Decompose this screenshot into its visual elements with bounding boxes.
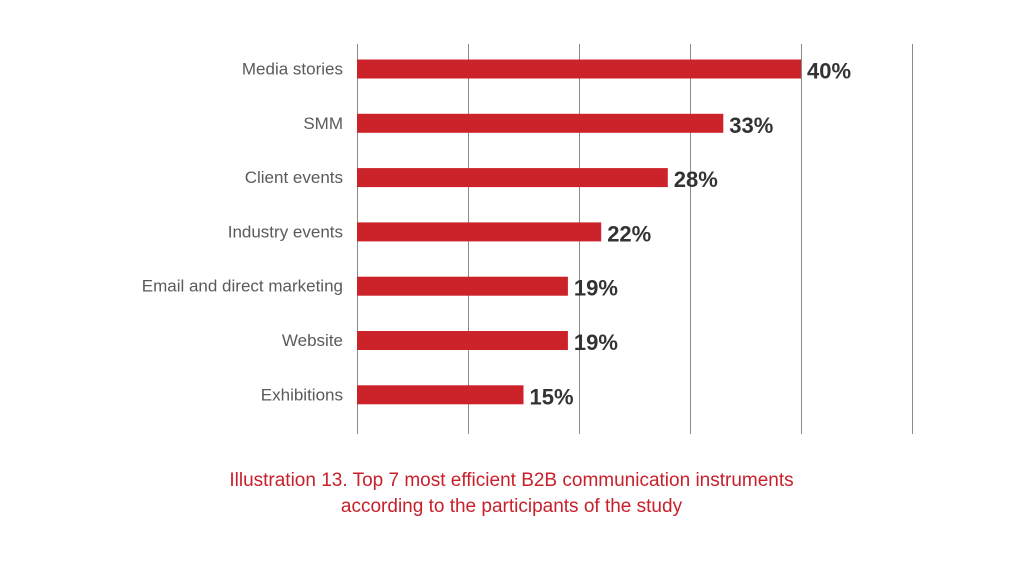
category-label: Industry events [228, 222, 343, 241]
category-label: Exhibitions [261, 385, 343, 404]
bar-chart: Media stories SMM Client events Industry ev… [142, 44, 913, 434]
value-label: 40% [807, 59, 851, 84]
bar [357, 168, 668, 188]
caption-line-1: Illustration 13. Top 7 most efficient B2… [229, 470, 794, 491]
value-label: 15% [530, 384, 574, 409]
value-label: 19% [574, 330, 618, 355]
value-label: 22% [607, 221, 651, 246]
category-label: Website [282, 331, 343, 350]
value-label: 28% [674, 167, 718, 192]
category-label: SMM [303, 114, 343, 133]
category-label: Email and direct marketing [142, 277, 343, 296]
value-label: 19% [574, 276, 618, 301]
bar [357, 59, 801, 79]
bar [357, 113, 724, 133]
bar [357, 276, 568, 296]
category-label: Media stories [242, 60, 343, 79]
value-labels: 40% 33% 28% 22% 19% 19% 15% [530, 59, 852, 410]
category-labels: Media stories SMM Client events Industry ev… [142, 60, 343, 405]
caption-line-2: according to the participants of the stu… [340, 496, 683, 517]
bar [357, 385, 524, 405]
value-label: 33% [729, 113, 773, 138]
category-label: Client events [245, 168, 343, 187]
chart-caption: Illustration 13. Top 7 most efficient B2… [0, 468, 1023, 520]
bar [357, 331, 568, 350]
bar [357, 222, 602, 242]
bars [357, 59, 801, 405]
